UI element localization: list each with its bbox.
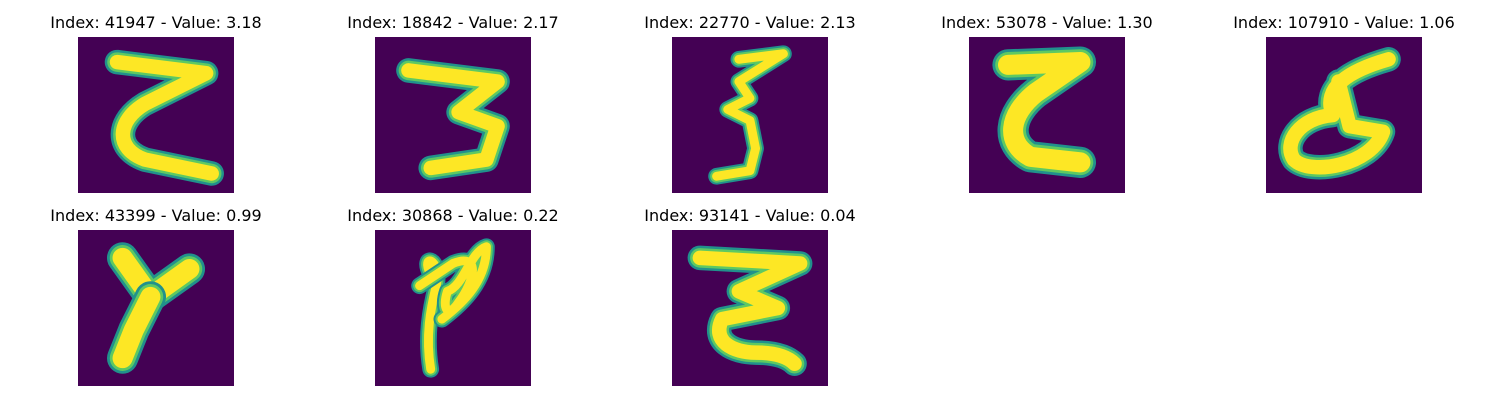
digit-image bbox=[672, 37, 828, 193]
digit-image bbox=[78, 37, 234, 193]
image-panel: Index: 107910 - Value: 1.06 bbox=[1224, 0, 1464, 193]
panel-title: Index: 107910 - Value: 1.06 bbox=[1233, 13, 1455, 32]
image-panel: Index: 93141 - Value: 0.04 bbox=[630, 193, 870, 386]
panel-title: Index: 30868 - Value: 0.22 bbox=[347, 206, 559, 225]
image-panel: Index: 43399 - Value: 0.99 bbox=[36, 193, 276, 386]
digit-image bbox=[1266, 37, 1422, 193]
panel-title: Index: 43399 - Value: 0.99 bbox=[50, 206, 262, 225]
digit-image bbox=[672, 230, 828, 386]
digit-image bbox=[969, 37, 1125, 193]
digit-image bbox=[78, 230, 234, 386]
panel-title: Index: 18842 - Value: 2.17 bbox=[347, 13, 559, 32]
panel-title: Index: 41947 - Value: 3.18 bbox=[50, 13, 262, 32]
image-panel: Index: 53078 - Value: 1.30 bbox=[927, 0, 1167, 193]
image-panel: Index: 30868 - Value: 0.22 bbox=[333, 193, 573, 386]
panel-title: Index: 93141 - Value: 0.04 bbox=[644, 206, 856, 225]
image-panel: Index: 22770 - Value: 2.13 bbox=[630, 0, 870, 193]
image-panel: Index: 18842 - Value: 2.17 bbox=[333, 0, 573, 193]
digit-image bbox=[375, 230, 531, 386]
panel-title: Index: 22770 - Value: 2.13 bbox=[644, 13, 856, 32]
panel-title: Index: 53078 - Value: 1.30 bbox=[941, 13, 1153, 32]
image-panel: Index: 41947 - Value: 3.18 bbox=[36, 0, 276, 193]
digit-image bbox=[375, 37, 531, 193]
